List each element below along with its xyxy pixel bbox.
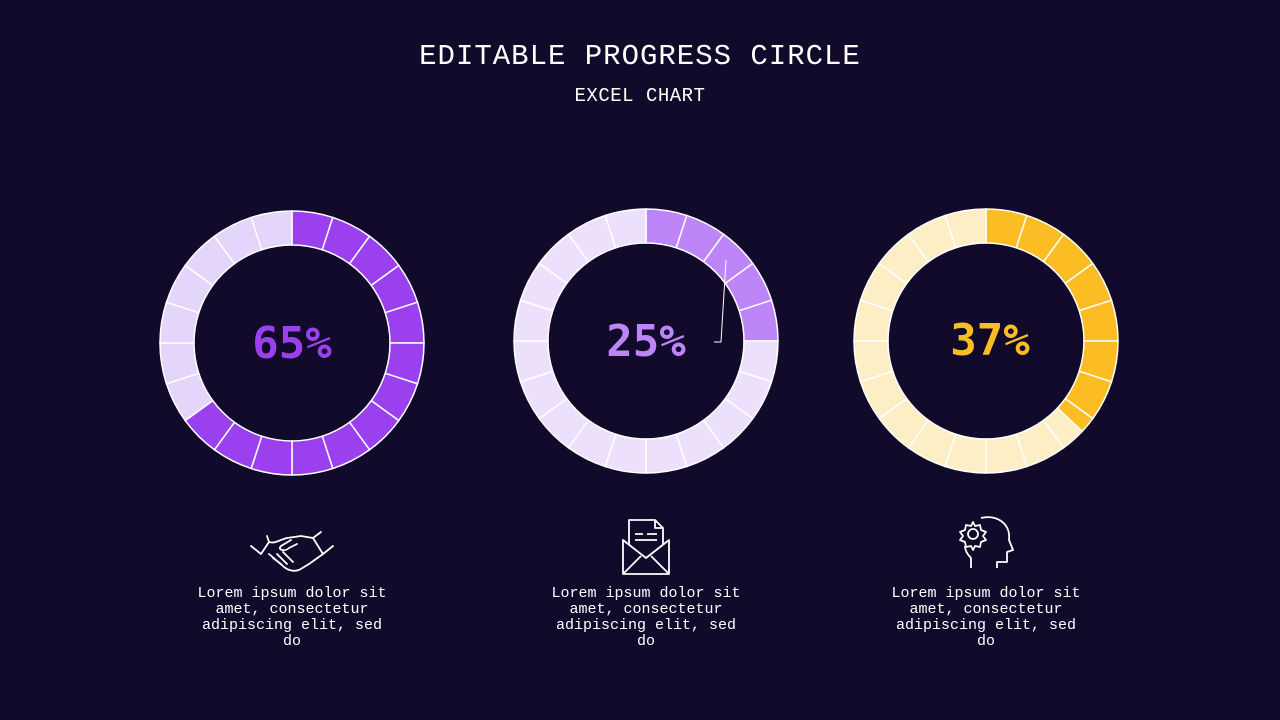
progress-value-label: 65% (252, 318, 332, 369)
page-title: EDITABLE PROGRESS CIRCLE (419, 40, 861, 73)
progress-segment-empty (944, 208, 987, 249)
progress-value-label: 25% (606, 316, 686, 367)
description-text-2: Lorem ipsum dolor sit amet, consectetur … (551, 585, 741, 650)
description-text-3: Lorem ipsum dolor sit amet, consectetur … (891, 585, 1081, 650)
progress-ring-2 (513, 208, 779, 474)
handshake-icon (250, 531, 334, 572)
leader-line (714, 259, 727, 343)
progress-ring-3 (853, 208, 1119, 474)
description-text-1: Lorem ipsum dolor sit amet, consectetur … (197, 585, 387, 650)
page-subtitle: EXCEL CHART (574, 85, 706, 107)
mail-icon (622, 519, 670, 575)
progress-segment-empty (604, 208, 647, 249)
head-gear-icon (959, 516, 1014, 568)
progress-segment-empty (250, 210, 293, 251)
progress-ring-1 (159, 210, 425, 476)
progress-value-label: 37% (950, 315, 1030, 366)
